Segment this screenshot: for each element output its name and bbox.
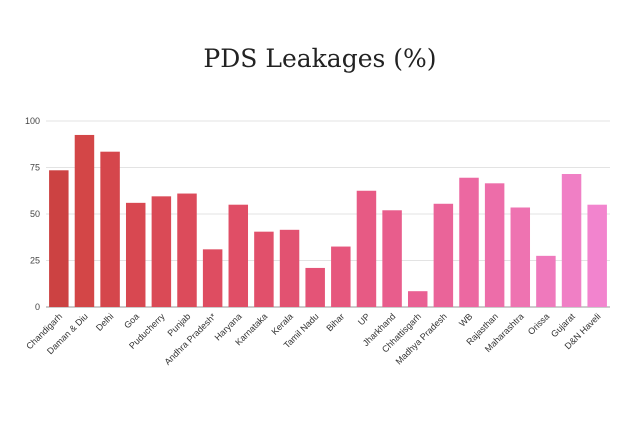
y-tick-label: 75 [30,163,40,173]
bar [536,255,556,307]
bar [151,196,172,307]
bar [356,190,377,307]
chart-title: PDS Leakages (%) [203,44,437,73]
bar [74,134,95,307]
bar [587,204,607,307]
bar [331,246,351,307]
bar [125,202,146,307]
x-tick-label: Bihar [324,311,346,333]
bar [202,249,223,307]
bar [100,151,120,307]
x-tick-label: Delhi [94,311,116,333]
x-tick-label: Orissa [526,311,551,336]
bar [407,291,428,307]
x-tick-label: Goa [122,311,141,330]
x-tick-label: UP [356,311,372,327]
y-tick-label: 100 [25,116,40,126]
bar [305,267,325,307]
y-tick-label: 25 [30,256,40,266]
bar [484,183,505,307]
x-tick-label: WB [457,311,474,328]
bar [254,231,274,307]
bar [49,170,69,307]
bar [459,177,479,307]
y-tick-label: 0 [35,302,40,312]
bar [433,203,454,307]
bar [228,204,249,307]
bar [561,174,582,307]
bar [510,207,531,307]
bar [279,229,300,307]
bar [382,210,402,307]
bar [177,193,197,307]
y-tick-label: 50 [30,209,40,219]
